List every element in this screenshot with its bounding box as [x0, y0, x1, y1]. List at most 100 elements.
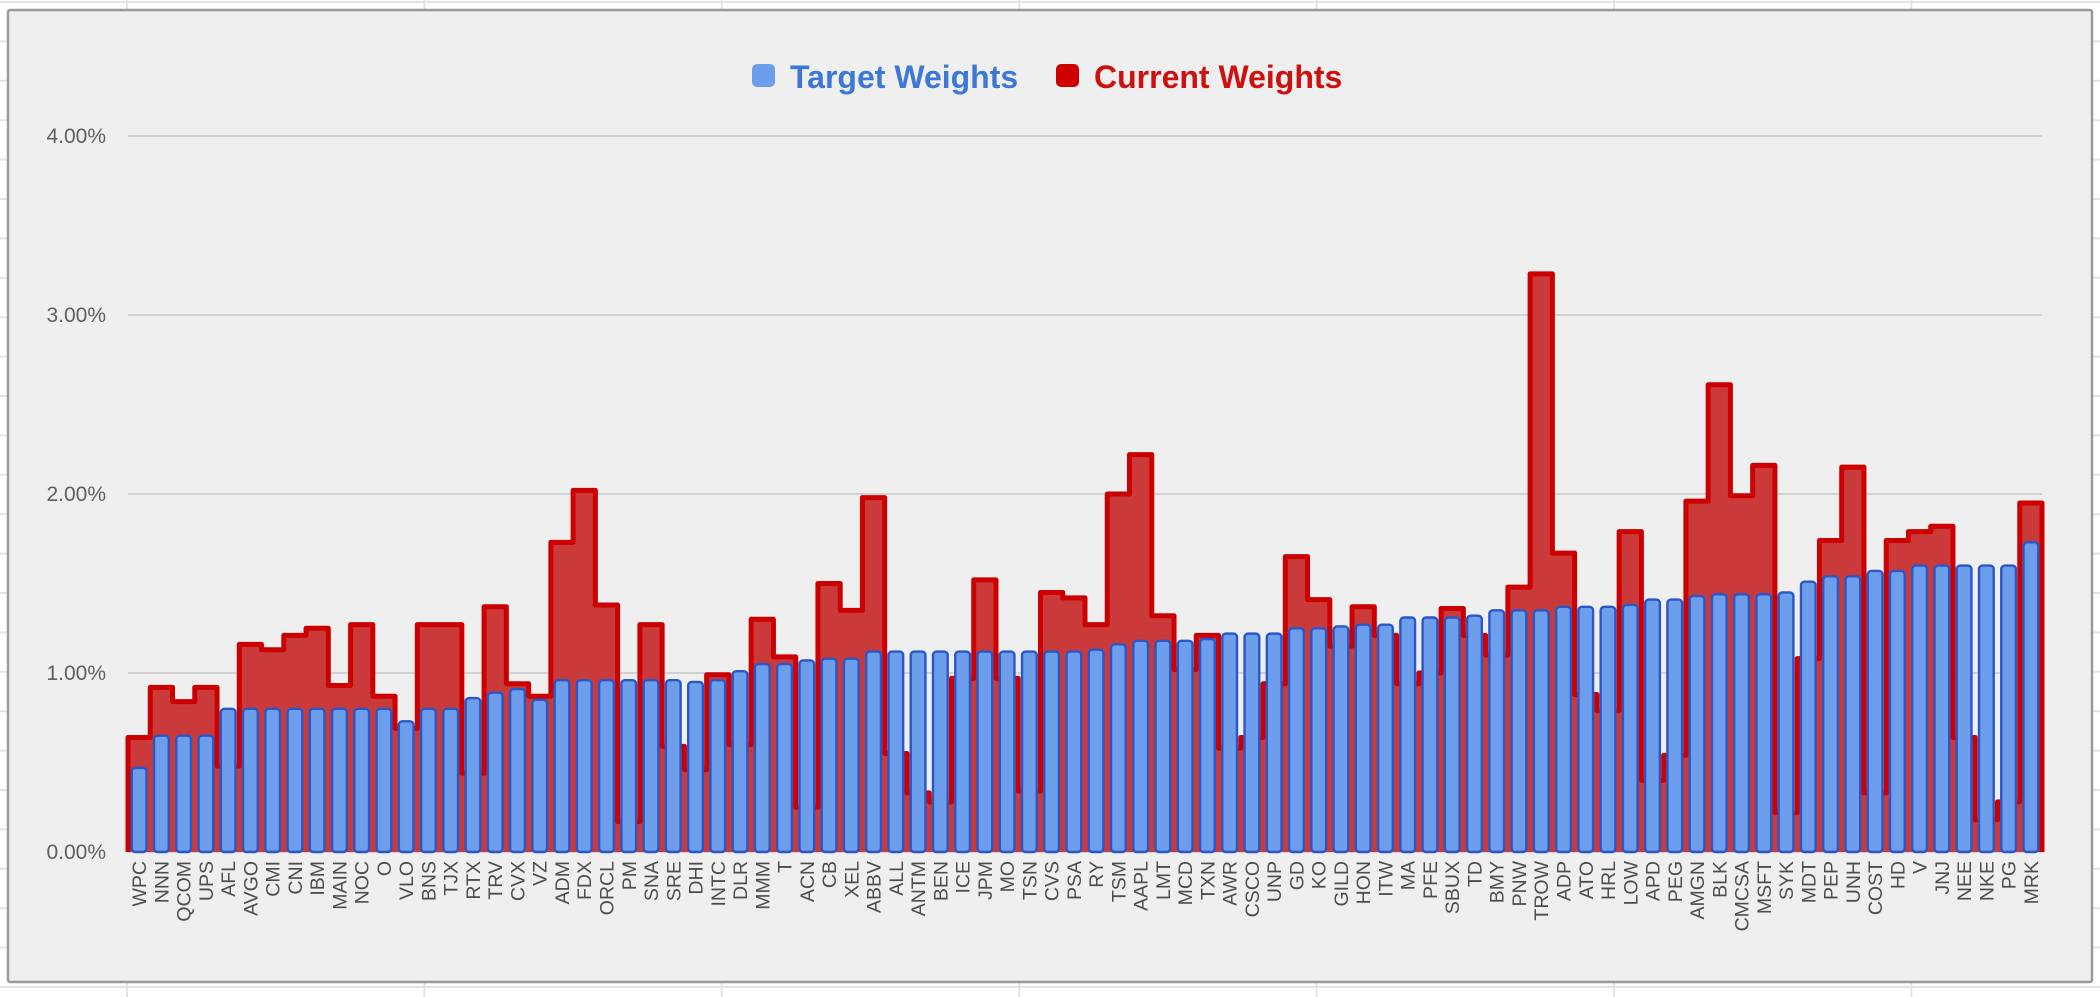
legend-target-swatch[interactable] — [752, 64, 775, 87]
bar-target-MCD — [1176, 639, 1194, 854]
bar-target-DHI — [686, 680, 705, 854]
bar-target-VLO — [397, 720, 415, 854]
bar-target-HRL — [1599, 605, 1617, 854]
x-axis-ticker-label: GD — [1286, 861, 1308, 890]
x-axis-ticker-label: PM — [619, 861, 641, 890]
bar-target-MAIN — [330, 707, 348, 854]
x-axis-ticker-label: TRV — [485, 861, 507, 900]
x-axis-ticker-label: MDT — [1798, 861, 1820, 903]
bar-target-TSM — [1109, 643, 1127, 854]
x-axis-ticker-label: NOC — [352, 861, 374, 904]
bar-target-HON — [1354, 623, 1372, 854]
bar-target-BEN — [931, 650, 949, 854]
bar-target-GD — [1287, 627, 1305, 854]
bar-target-TRV — [486, 691, 504, 854]
x-axis-ticker-label: MMM — [752, 861, 774, 910]
x-axis-ticker-label: AWR — [1220, 861, 1242, 906]
x-axis-ticker-label: NEE — [1954, 861, 1976, 901]
bar-target-JPM — [976, 650, 994, 854]
bar-target-GILD — [1332, 625, 1350, 854]
bar-target-NNN — [152, 734, 170, 854]
x-axis-ticker-label: HD — [1887, 861, 1909, 889]
legend-current-swatch[interactable] — [1056, 64, 1079, 87]
bar-target-COST — [1866, 569, 1884, 854]
current-weights-outline — [125, 271, 2045, 852]
bar-target-TXN — [1198, 637, 1216, 854]
bar-target-AMGN — [1688, 594, 1706, 854]
bar-target-MRK — [2022, 541, 2040, 854]
y-axis-tick-label: 3.00% — [46, 304, 106, 327]
bar-target-AAPL — [1132, 639, 1150, 854]
bar-target-PNW — [1510, 609, 1528, 854]
x-axis-ticker-label: AMGN — [1687, 861, 1709, 920]
bar-target-ITW — [1376, 623, 1394, 854]
x-axis-ticker-label: PEP — [1821, 861, 1843, 900]
bar-target-UNH — [1844, 575, 1862, 854]
x-axis-ticker-label: TROW — [1531, 860, 1553, 920]
x-axis-ticker-label: SYK — [1776, 861, 1798, 900]
bar-target-INTC — [709, 678, 727, 854]
x-axis-ticker-label: ADP — [1554, 861, 1576, 901]
bar-target-RTX — [464, 696, 482, 854]
x-axis-ticker-label: MCD — [1175, 861, 1197, 905]
y-axis-tick-label: 1.00% — [46, 662, 106, 685]
bar-target-TD — [1465, 614, 1484, 854]
bar-target-PSA — [1065, 650, 1083, 854]
x-axis-ticker-label: CMCSA — [1732, 861, 1754, 931]
bar-target-SNA — [642, 678, 660, 854]
x-axis-ticker-label: CB — [819, 861, 841, 888]
bar-target-PFE — [1421, 616, 1439, 854]
bar-target-ADM — [553, 678, 571, 854]
x-axis-ticker-label: PG — [1999, 861, 2021, 889]
x-axis-ticker-label: GILD — [1331, 861, 1353, 907]
x-axis-ticker-label: RY — [1086, 861, 1108, 888]
x-axis-ticker-label: ORCL — [597, 861, 619, 915]
bar-target-NKE — [1977, 564, 1995, 854]
x-axis-ticker-label: UPS — [196, 861, 218, 901]
x-axis-ticker-label: TSN — [1019, 861, 1041, 900]
bar-target-RY — [1087, 648, 1105, 854]
x-axis-ticker-label: BNS — [419, 861, 441, 901]
bar-target-ACN — [798, 659, 816, 854]
bar-target-FDX — [575, 678, 593, 854]
x-axis-ticker-label: RTX — [463, 861, 485, 900]
bar-target-QCOM — [175, 734, 193, 854]
bar-target-SYK — [1777, 591, 1795, 854]
x-axis-ticker-label: MA — [1398, 861, 1420, 890]
x-axis-ticker-label: JPM — [975, 861, 997, 900]
x-axis-ticker-label: LOW — [1620, 860, 1642, 905]
x-axis-ticker-label: AFL — [218, 861, 240, 897]
x-axis-ticker-label: UNP — [1264, 861, 1286, 902]
x-axis-ticker-label: NKE — [1976, 861, 1998, 901]
x-axis-ticker-label: ADM — [552, 861, 574, 904]
legend-target-label[interactable]: Target Weights — [790, 59, 1018, 95]
x-axis-ticker-label: TD — [1465, 861, 1487, 887]
bar-target-V — [1911, 564, 1929, 854]
x-axis-ticker-label: CNI — [285, 861, 307, 895]
x-axis-ticker-label: TSM — [1108, 861, 1130, 902]
bar-target-TJX — [442, 707, 460, 854]
bar-target-TSN — [1020, 650, 1038, 854]
bar-target-CMI — [264, 707, 282, 854]
x-axis-ticker-label: PEG — [1665, 861, 1687, 902]
x-axis-ticker-label: ANTM — [908, 861, 930, 916]
legend-current-label[interactable]: Current Weights — [1094, 59, 1342, 95]
x-axis-ticker-label: SBUX — [1442, 861, 1464, 914]
bar-target-APD — [1643, 598, 1662, 854]
bar-target-ANTM — [909, 650, 927, 854]
bar-target-HD — [1888, 569, 1906, 854]
x-axis-ticker-label: TJX — [441, 861, 463, 896]
x-axis-ticker-label: MAIN — [329, 861, 351, 910]
bar-target-AVGO — [241, 707, 259, 854]
bar-target-T — [776, 662, 794, 854]
x-axis-ticker-label: ITW — [1376, 860, 1398, 896]
x-axis-ticker-label: INTC — [708, 861, 730, 907]
x-axis-ticker-label: IBM — [307, 861, 329, 896]
bar-target-BLK — [1710, 593, 1728, 854]
x-axis-ticker-label: PNW — [1509, 860, 1531, 906]
bar-target-MO — [998, 650, 1016, 854]
x-axis-ticker-label: NNN — [151, 861, 173, 903]
bar-target-PEG — [1666, 598, 1684, 854]
bar-target-ATO — [1577, 605, 1595, 854]
